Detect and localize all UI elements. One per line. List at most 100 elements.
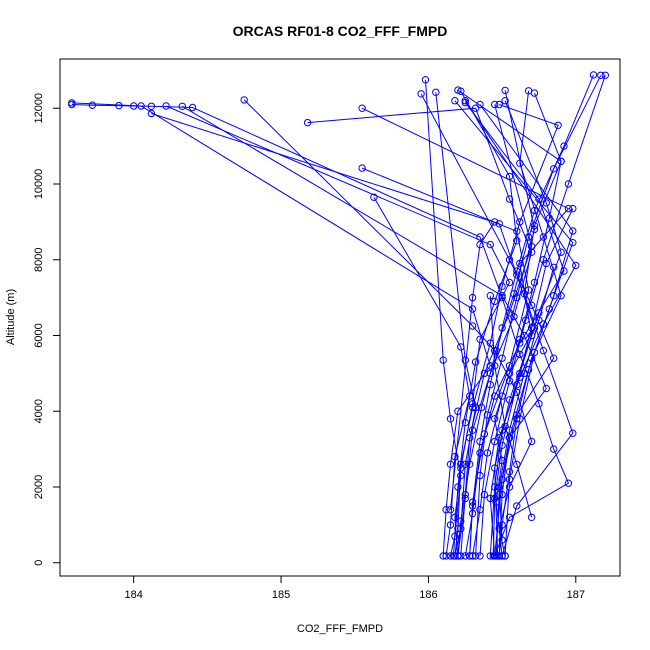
data-point [498, 441, 506, 449]
data-layer [68, 71, 609, 560]
data-point [491, 218, 499, 226]
data-point [370, 193, 378, 201]
data-point [417, 90, 425, 98]
data-point [468, 403, 477, 412]
data-point [569, 227, 577, 235]
data-point [491, 297, 499, 306]
data-point [457, 552, 465, 560]
data-point [461, 98, 469, 107]
data-point [527, 242, 536, 251]
data-point [501, 86, 509, 95]
data-point [480, 490, 489, 499]
series-group [240, 96, 536, 560]
data-point [505, 195, 514, 203]
series-line [450, 221, 496, 510]
series-group [451, 100, 562, 560]
data-point [597, 71, 605, 80]
data-point [240, 96, 248, 104]
data-point [491, 100, 499, 109]
data-point [550, 263, 558, 271]
x-axis-label: CO2_FFF_FMPD [297, 623, 383, 635]
data-point [358, 164, 366, 172]
data-point [468, 293, 477, 302]
data-point [489, 552, 497, 560]
series-line [492, 208, 574, 556]
data-point [468, 552, 477, 560]
data-point [513, 237, 521, 245]
data-point [527, 437, 536, 446]
y-axis-label: Altitude (m) [5, 289, 17, 345]
data-point [527, 513, 536, 521]
series-group [162, 102, 514, 560]
data-point [554, 121, 562, 130]
data-point [471, 552, 480, 560]
y-tick-label: 6000 [33, 323, 45, 347]
series-line [457, 75, 602, 556]
series-line [457, 89, 574, 557]
series-group [468, 89, 565, 560]
data-point [466, 552, 474, 560]
data-point [569, 429, 577, 437]
data-point [520, 369, 528, 378]
data-point [545, 214, 553, 222]
data-point [188, 103, 197, 112]
data-point [446, 460, 455, 468]
data-point [510, 290, 518, 298]
data-point [505, 362, 514, 370]
data-point [495, 220, 503, 228]
series-group [486, 292, 536, 521]
x-tick-label: 187 [567, 589, 585, 601]
data-point [147, 102, 156, 111]
data-point [564, 180, 573, 188]
y-axis: 0 2000 4000 6000 8000 10000 12000 [33, 93, 61, 566]
data-point [505, 377, 514, 385]
data-point [476, 240, 484, 249]
data-point [498, 293, 506, 302]
data-point [446, 506, 455, 514]
data-point [545, 305, 553, 313]
data-point [442, 552, 450, 560]
x-tick-label: 184 [125, 589, 143, 601]
data-point [498, 475, 506, 484]
data-point [550, 165, 558, 173]
data-point [461, 552, 469, 560]
data-point [557, 292, 565, 300]
data-point [505, 172, 514, 181]
data-point [501, 422, 509, 431]
series-line [489, 295, 533, 518]
data-point [513, 415, 521, 423]
data-point [550, 292, 558, 300]
data-point [495, 483, 503, 491]
data-point [520, 290, 528, 298]
series-line [475, 90, 536, 556]
data-point [461, 460, 469, 468]
y-tick-label: 10000 [33, 169, 45, 200]
data-point [486, 292, 494, 300]
data-point [505, 278, 514, 287]
data-point [457, 460, 465, 468]
y-tick-label: 4000 [33, 399, 45, 423]
series-line [454, 100, 574, 556]
data-point [178, 102, 187, 111]
data-point [358, 104, 366, 112]
data-point [454, 483, 462, 491]
data-point [477, 403, 486, 412]
series-line [498, 267, 555, 541]
data-point [483, 411, 492, 419]
data-point [505, 256, 514, 264]
data-point [303, 118, 312, 127]
series-line [373, 196, 471, 556]
data-point [468, 305, 477, 313]
data-point [535, 316, 543, 324]
data-point [88, 101, 97, 109]
data-point [495, 100, 503, 109]
data-point [564, 204, 573, 213]
x-axis: 184 185 186 187 [125, 575, 585, 601]
x-tick-label: 185 [272, 589, 290, 601]
data-point [454, 525, 462, 533]
series-group [454, 71, 605, 560]
series-line [151, 113, 536, 556]
data-point [539, 346, 548, 355]
data-point [491, 437, 499, 446]
chart-title: ORCAS RF01-8 CO2_FFF_FMPD [233, 23, 448, 39]
